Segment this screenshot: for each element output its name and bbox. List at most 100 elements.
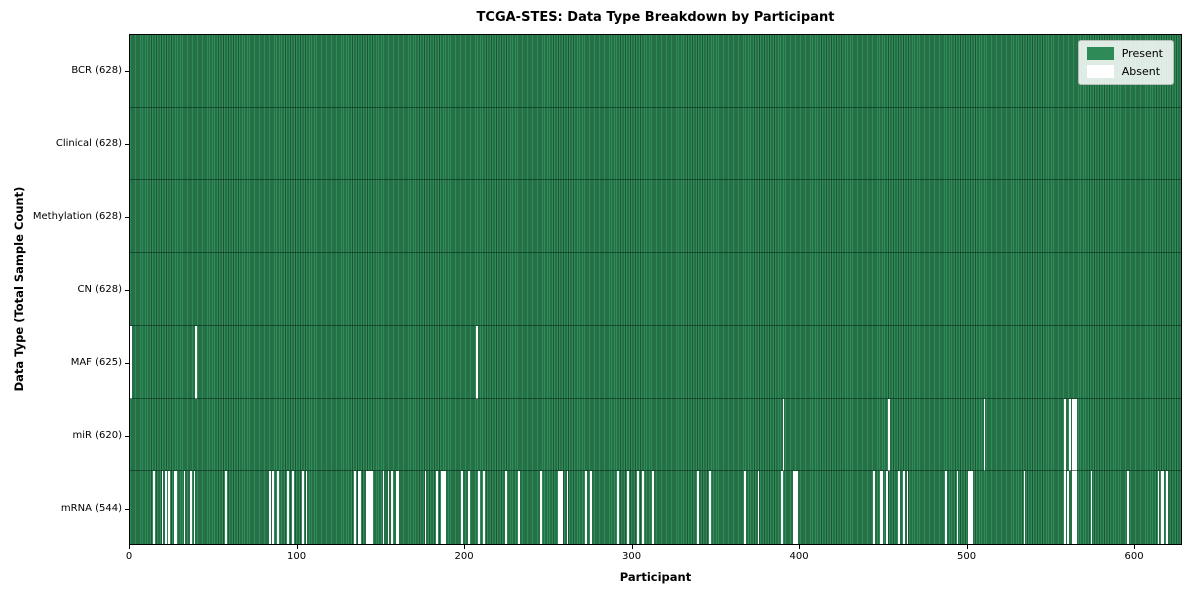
absent-stripe bbox=[153, 471, 156, 544]
absent-swatch bbox=[1086, 65, 1114, 78]
x-tick-label: 500 bbox=[957, 551, 977, 562]
absent-stripe bbox=[1162, 471, 1165, 544]
absent-stripe bbox=[1023, 471, 1026, 544]
x-tick-mark bbox=[631, 545, 633, 549]
y-tick-label: Clinical (628) bbox=[55, 137, 122, 149]
absent-stripe bbox=[1127, 471, 1130, 544]
absent-stripe bbox=[796, 471, 798, 544]
absent-stripe bbox=[1073, 471, 1076, 544]
y-tick-mark bbox=[125, 435, 129, 437]
row-separator bbox=[130, 179, 1181, 181]
absent-stripe bbox=[354, 471, 356, 544]
x-tick-label: 300 bbox=[622, 551, 642, 562]
x-tick-mark bbox=[129, 545, 130, 549]
absent-stripe bbox=[195, 325, 197, 399]
row-separator bbox=[130, 252, 1181, 254]
absent-stripe bbox=[168, 471, 171, 544]
absent-stripe bbox=[183, 471, 186, 544]
absent-stripe bbox=[1063, 398, 1066, 472]
y-tick-label: CN (628) bbox=[77, 283, 122, 295]
absent-stripe bbox=[1157, 471, 1160, 544]
absent-stripe bbox=[1075, 398, 1078, 472]
absent-stripe bbox=[476, 325, 479, 399]
y-tick-label: MAF (625) bbox=[70, 356, 122, 368]
absent-stripe bbox=[1165, 471, 1168, 544]
absent-stripe bbox=[292, 471, 294, 544]
absent-stripe bbox=[903, 471, 905, 544]
y-tick-mark bbox=[125, 362, 129, 364]
absent-stripe bbox=[898, 471, 900, 544]
absent-stripe bbox=[956, 471, 959, 544]
present-swatch bbox=[1086, 47, 1114, 60]
absent-stripe bbox=[370, 471, 373, 544]
absent-stripe bbox=[424, 471, 427, 544]
absent-stripe bbox=[359, 471, 361, 544]
absent-stripe bbox=[1072, 471, 1074, 544]
absent-stripe bbox=[1160, 471, 1163, 544]
absent-stripe bbox=[130, 325, 132, 399]
absent-stripe bbox=[1073, 398, 1076, 472]
absent-stripe bbox=[744, 471, 746, 544]
x-tick-label: 200 bbox=[454, 551, 474, 562]
absent-stripe bbox=[637, 471, 639, 544]
x-tick-mark bbox=[966, 545, 968, 549]
absent-stripe bbox=[193, 471, 196, 544]
absent-stripe bbox=[175, 471, 177, 544]
row-separator bbox=[130, 397, 1181, 399]
y-tick-label: miR (620) bbox=[72, 429, 122, 441]
absent-stripe bbox=[757, 471, 760, 544]
absent-stripe bbox=[968, 471, 971, 544]
absent-stripe bbox=[305, 471, 308, 544]
absent-stripe bbox=[161, 471, 164, 544]
absent-stripe bbox=[382, 471, 385, 544]
absent-stripe bbox=[781, 471, 783, 544]
x-tick-label: 600 bbox=[1124, 551, 1144, 562]
absent-stripe bbox=[190, 471, 192, 544]
absent-stripe bbox=[873, 471, 875, 544]
absent-stripe bbox=[391, 471, 393, 544]
absent-stripe bbox=[396, 471, 398, 544]
x-tick-mark bbox=[464, 545, 466, 549]
absent-stripe bbox=[302, 471, 305, 544]
absent-stripe bbox=[782, 398, 785, 472]
x-tick-label: 0 bbox=[125, 551, 133, 562]
x-tick-mark bbox=[1134, 545, 1136, 549]
absent-stripe bbox=[886, 471, 889, 544]
absent-stripe bbox=[879, 471, 882, 544]
absent-stripe bbox=[906, 471, 909, 544]
absent-stripe bbox=[165, 471, 167, 544]
absent-stripe bbox=[709, 471, 711, 544]
x-axis-label: Participant bbox=[619, 570, 692, 584]
absent-stripe bbox=[1063, 471, 1066, 544]
absent-stripe bbox=[461, 471, 464, 544]
absent-stripe bbox=[627, 471, 629, 544]
legend-label: Present bbox=[1121, 47, 1163, 60]
absent-stripe bbox=[794, 471, 797, 544]
y-tick-label: BCR (628) bbox=[71, 64, 122, 76]
absent-stripe bbox=[970, 471, 972, 544]
row-separator bbox=[130, 470, 1181, 472]
legend: Present Absent bbox=[1077, 40, 1174, 85]
absent-stripe bbox=[642, 471, 644, 544]
y-tick-mark bbox=[125, 216, 129, 218]
absent-stripe bbox=[1068, 398, 1071, 472]
absent-stripe bbox=[792, 471, 795, 544]
absent-stripe bbox=[173, 471, 176, 544]
y-tick-mark bbox=[125, 70, 129, 72]
absent-stripe bbox=[888, 398, 890, 472]
absent-stripe bbox=[881, 471, 884, 544]
absent-stripe bbox=[225, 471, 228, 544]
absent-stripe bbox=[540, 471, 542, 544]
legend-label: Absent bbox=[1121, 65, 1161, 78]
absent-stripe bbox=[268, 471, 271, 544]
absent-stripe bbox=[442, 471, 445, 544]
absent-stripe bbox=[1072, 398, 1074, 472]
absent-stripe bbox=[365, 471, 368, 544]
absent-stripe bbox=[478, 471, 480, 544]
absent-stripe bbox=[357, 471, 360, 544]
y-tick-mark bbox=[125, 143, 129, 145]
row-separator bbox=[130, 324, 1181, 326]
plot-area: Present Absent bbox=[129, 34, 1182, 545]
absent-stripe bbox=[1090, 471, 1093, 544]
